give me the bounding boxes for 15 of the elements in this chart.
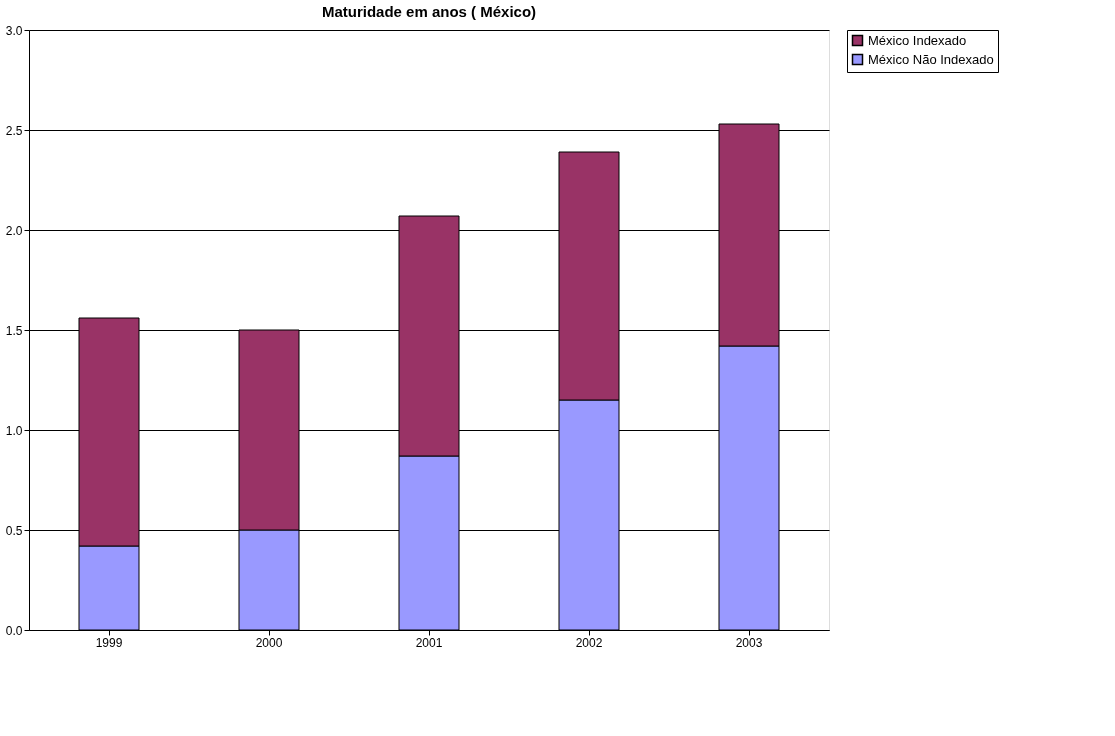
y-tick-label: 2.5 [5, 123, 23, 138]
y-tick-label: 1.5 [5, 323, 23, 338]
x-tick-label: 2003 [735, 635, 763, 650]
x-tick-label: 2001 [415, 635, 443, 650]
x-tick-label: 2002 [575, 635, 603, 650]
chart-title: Maturidade em anos ( México) [321, 3, 537, 20]
x-tick-label: 1999 [95, 635, 123, 650]
y-tick-label: 0.5 [5, 523, 23, 538]
legend-label: México Não Indexado [868, 51, 994, 67]
legend-label: México Indexado [868, 32, 967, 48]
y-tick-label: 0.0 [5, 623, 23, 638]
y-tick-label: 1.0 [5, 423, 23, 438]
y-tick-label: 2.0 [5, 223, 23, 238]
x-tick-label: 2000 [255, 635, 283, 650]
y-tick-label: 3.0 [5, 23, 23, 38]
